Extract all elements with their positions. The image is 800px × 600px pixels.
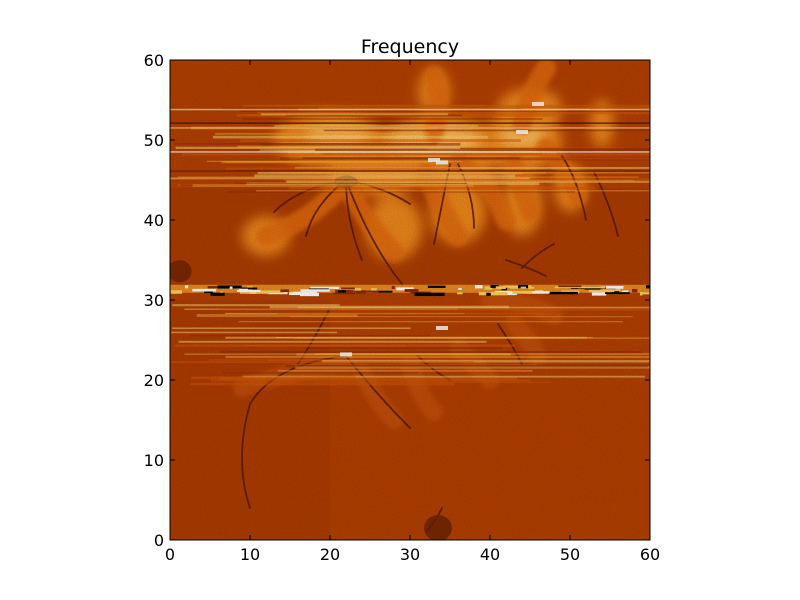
x-tick-label: 50 [560, 545, 580, 564]
axes: 0 10 20 30 40 50 60 0 10 20 30 40 50 60 [144, 51, 661, 564]
x-tick-label: 30 [400, 545, 420, 564]
y-tick-label: 10 [144, 451, 164, 470]
y-tick-label: 40 [144, 211, 164, 230]
x-tick-label: 10 [240, 545, 260, 564]
y-tick-label: 50 [144, 131, 164, 150]
heatmap-image [170, 60, 650, 540]
chart-title: Frequency [361, 36, 459, 58]
y-tick-label: 30 [144, 291, 164, 310]
y-tick-label: 0 [154, 531, 164, 550]
x-tick-label: 40 [480, 545, 500, 564]
x-tick-label: 0 [165, 545, 175, 564]
y-tick-label: 60 [144, 51, 164, 70]
y-tick-label: 20 [144, 371, 164, 390]
x-tick-label: 20 [320, 545, 340, 564]
x-tick-label: 60 [640, 545, 660, 564]
heatmap-noise [170, 60, 650, 540]
